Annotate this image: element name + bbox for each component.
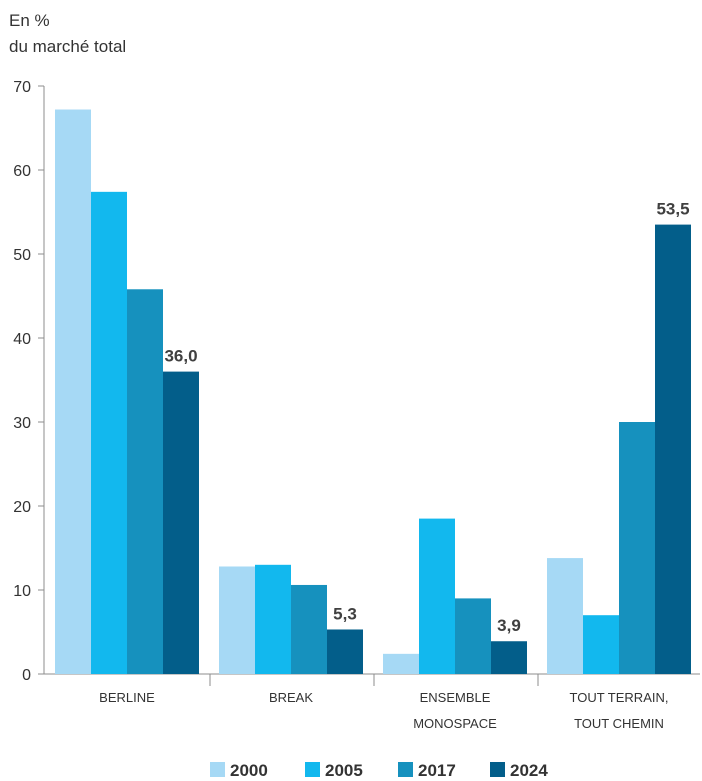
bar-2017 <box>291 584 327 674</box>
data-label: 3,9 <box>497 616 521 635</box>
bar-2000 <box>219 566 255 674</box>
bar-2017 <box>127 289 163 674</box>
data-label: 5,3 <box>333 604 357 623</box>
bar-2024 <box>327 629 363 674</box>
legend-swatch-2000 <box>210 762 225 777</box>
bars <box>55 109 691 674</box>
category-label: TOUT CHEMIN <box>574 716 664 731</box>
y-tick-label: 40 <box>13 331 31 348</box>
bar-2017 <box>455 598 491 674</box>
category-labels: BERLINE BREAK ENSEMBLE MONOSPACE TOUT TERRAI… <box>99 690 668 731</box>
bar-2017 <box>619 422 655 674</box>
legend-swatch-2017 <box>398 762 413 777</box>
legend-swatch-2005 <box>305 762 320 777</box>
bar-2000 <box>547 558 583 674</box>
y-tick-label: 70 <box>13 79 31 96</box>
bar-2005 <box>419 518 455 674</box>
bar-2024 <box>655 224 691 674</box>
y-tick-label: 10 <box>13 583 31 600</box>
legend-swatch-2024 <box>490 762 505 777</box>
bar-2005 <box>91 191 127 674</box>
data-label: 36,0 <box>164 347 197 366</box>
bar-2024 <box>163 371 199 674</box>
data-labels: 36,0 5,3 3,9 53,5 <box>164 200 689 636</box>
bar-2024 <box>491 641 527 674</box>
bar-2000 <box>55 109 91 674</box>
y-axis-label-line-1: En % <box>9 11 50 30</box>
category-label: BERLINE <box>99 690 155 705</box>
y-tick-label: 20 <box>13 499 31 516</box>
legend-label: 2017 <box>418 761 456 780</box>
category-label: ENSEMBLE <box>420 690 491 705</box>
bar-2005 <box>583 615 619 674</box>
legend: 2000 2005 2017 2024 <box>210 761 548 780</box>
data-label: 53,5 <box>656 200 689 219</box>
y-tick-label: 30 <box>13 415 31 432</box>
category-label: TOUT TERRAIN, <box>570 690 669 705</box>
bar-2000 <box>383 653 419 674</box>
category-label: BREAK <box>269 690 313 705</box>
bar-2005 <box>255 564 291 674</box>
category-label: MONOSPACE <box>413 716 497 731</box>
y-tick-label: 0 <box>22 667 31 684</box>
y-tick-label: 60 <box>13 163 31 180</box>
legend-label: 2024 <box>510 761 548 780</box>
legend-label: 2005 <box>325 761 363 780</box>
y-tick-label: 50 <box>13 247 31 264</box>
y-axis-label-line-2: du marché total <box>9 37 126 56</box>
legend-label: 2000 <box>230 761 268 780</box>
